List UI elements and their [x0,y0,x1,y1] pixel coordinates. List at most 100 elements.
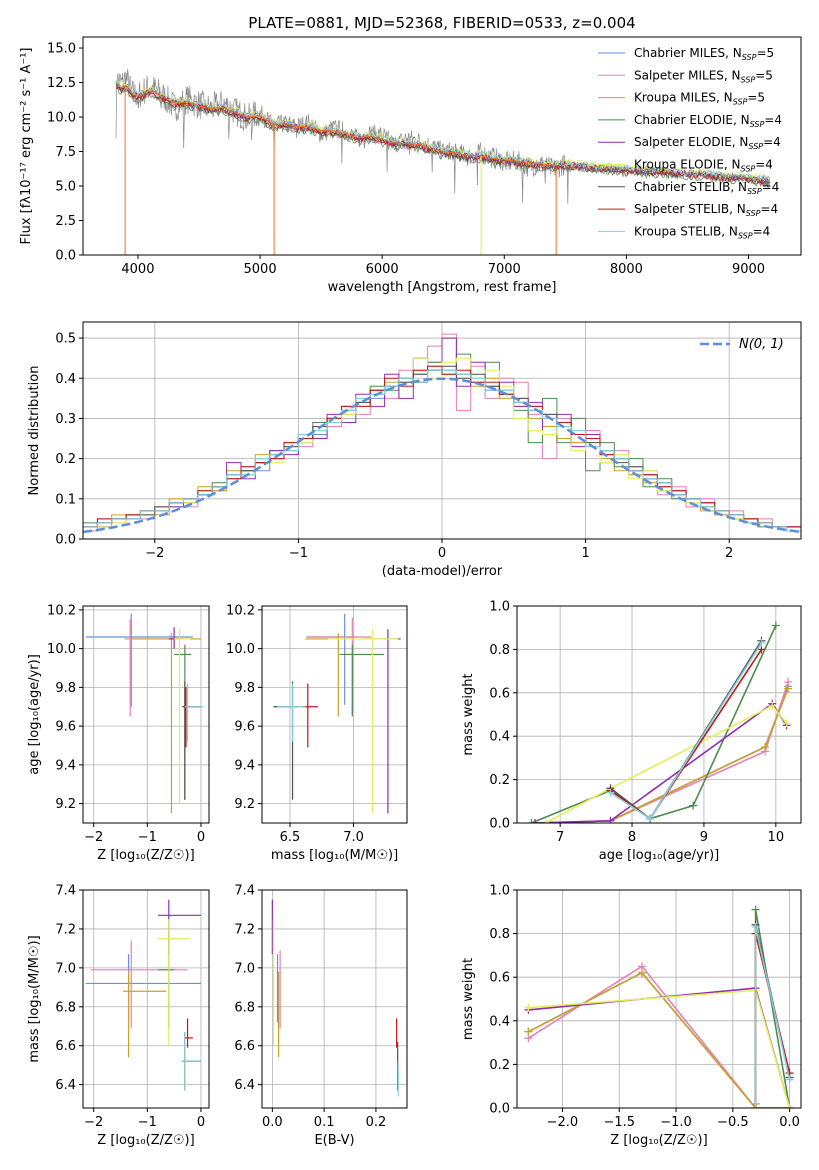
legend-label-text: Salpeter MILES, N [634,68,741,82]
mass_vs_Z-ytick-label: 6.4 [55,1078,76,1093]
weight-marker [785,1104,794,1108]
weight-line [531,625,777,823]
weight-line [527,965,790,1108]
mass_vs_ebv-ytick-label: 7.2 [234,922,255,937]
residuals-ytick-label: 0.0 [55,533,76,548]
legend-label-subscript: SSP [748,142,763,151]
legend-label-suffix: =5 [755,68,773,82]
spectrum-plot-area [115,69,771,255]
mass_vs_Z-xtick-label: −1 [138,1115,157,1130]
legend-label: Chabrier MILES, NSSP=5 [634,46,774,62]
legend-label: Chabrier STELIB, NSSP=4 [634,180,779,196]
weight_vs_age-xtick-label: 9 [700,830,708,845]
legend-label-subscript: SSP [741,165,756,174]
spectrum-xtick-label: 8000 [610,262,643,277]
spectrum-ytick-label: 7.5 [55,145,76,160]
weight_vs_age-xlabel: age [log₁₀(age/yr)] [599,848,720,863]
age_vs_Z-ytick-label: 10.0 [47,642,76,657]
weight-marker [606,788,615,797]
age_vs_mass-xlabel: mass [log₁₀(M/M☉)] [271,848,398,863]
age_vs_mass-ytick-label: 10.0 [226,642,255,657]
age_vs_Z-xtick-label: −1 [138,830,157,845]
weight-line [528,987,791,1108]
legend-label-subscript: SSP [742,53,757,62]
weight-line [534,688,789,823]
residuals-ytick-label: 0.1 [55,492,76,507]
spectrum-model-line [115,83,770,187]
weight-marker [646,814,655,823]
age_vs_mass-ytick-label: 9.2 [234,797,255,812]
weight-marker [689,801,698,810]
mass_vs_ebv-ytick-label: 6.4 [234,1078,255,1093]
weight_vs_Z-xtick-label: −1.0 [660,1115,692,1130]
weight_vs_age-ytick-label: 0.8 [489,643,510,658]
weight-marker [606,816,615,823]
mass_vs_ebv-xtick-label: 0.2 [366,1115,387,1130]
mass_vs_ebv-xtick-label: 0.1 [314,1115,335,1130]
legend-label-suffix: =4 [755,158,773,172]
spectrum-title: PLATE=0881, MJD=52368, FIBERID=0533, z=0… [248,14,635,32]
age_vs_Z-xtick-label: 0 [197,830,205,845]
legend-label-text: Kroupa ELODIE, N [634,158,741,172]
weight-marker [757,638,766,647]
residuals-xtick-label: −1 [289,546,308,561]
mass_vs_Z-ytick-label: 6.6 [55,1039,76,1054]
residuals-xlabel: (data-model)/error [382,564,503,579]
mass_vs_ebv-panel [258,889,408,1112]
residuals-ylabel: Normed distribution [27,366,42,496]
weight_vs_age-ytick-label: 0.6 [489,686,510,701]
mass_vs_ebv-ytick-label: 7.0 [234,961,255,976]
age_vs_Z-ytick-label: 9.6 [55,720,76,735]
residuals-ytick-label: 0.2 [55,452,76,467]
mass_vs_ebv-ytick-label: 6.6 [234,1039,255,1054]
residuals-xtick-label: 0 [438,546,446,561]
legend-label-suffix: =4 [764,113,782,127]
legend-label-suffix: =4 [762,180,780,194]
spectrum-xtick-label: 7000 [488,262,521,277]
weight_vs_Z-ytick-label: 0.2 [489,1058,510,1073]
weight-marker [784,684,793,693]
spectrum-ytick-label: 2.5 [55,214,76,229]
age_vs_Z-panel [79,605,210,827]
weight_vs_Z-xlabel: Z [log₁₀(Z/Z☉)] [610,1133,707,1148]
age_vs_Z-ylabel: age [log₁₀(age/yr)] [27,654,42,775]
spectrum-xtick-label: 9000 [732,262,765,277]
legend-label: Salpeter MILES, NSSP=5 [634,68,773,84]
weight-line [528,989,791,1108]
mass_vs_ebv-ytick-label: 6.8 [234,1000,255,1015]
weight-marker [751,905,760,914]
weight-line [610,640,763,820]
spectrum-xtick-label: 6000 [366,262,399,277]
age_vs_Z-ytick-label: 9.8 [55,681,76,696]
legend-label-text: Chabrier MILES, N [634,46,742,60]
legend-label: Salpeter ELODIE, NSSP=4 [634,135,781,151]
legend-label-suffix: =4 [760,202,778,216]
age_vs_mass-ytick-label: 9.4 [234,758,255,773]
weight_vs_age-plot-area [527,621,793,823]
weight_vs_age-panel [513,605,802,827]
weight-marker [530,819,539,823]
weight_vs_Z-panel [513,889,802,1112]
weight_vs_age-ylabel: mass weight [461,673,476,755]
age_vs_mass-ytick-label: 10.2 [226,603,255,618]
legend-label: Chabrier ELODIE, NSSP=4 [634,113,782,129]
mass_vs_Z-xlabel: Z [log₁₀(Z/Z☉)] [97,1133,194,1148]
mass_vs_Z-ylabel: mass [log₁₀(M/M☉)] [27,935,42,1062]
normal-curve [83,377,801,534]
weight_vs_Z-ylabel: mass weight [461,958,476,1040]
mass_vs_Z-xtick-label: 0 [197,1115,205,1130]
age_vs_Z-frame [82,605,210,824]
weight-marker [785,1075,794,1084]
weight_vs_age-ytick-label: 0.2 [489,773,510,788]
legend-label-text: Chabrier STELIB, N [634,180,747,194]
legend-label-suffix: =5 [747,91,765,105]
weight-marker [541,819,550,823]
residuals-ytick-label: 0.4 [55,372,76,387]
spectrum-xlabel: wavelength [Angstrom, rest frame] [328,280,557,295]
age_vs_mass-ytick-label: 9.6 [234,720,255,735]
mass_vs_Z-ytick-label: 7.2 [55,922,76,937]
legend-label: Kroupa MILES, NSSP=5 [634,91,765,107]
legend-label-suffix: =4 [763,135,781,149]
